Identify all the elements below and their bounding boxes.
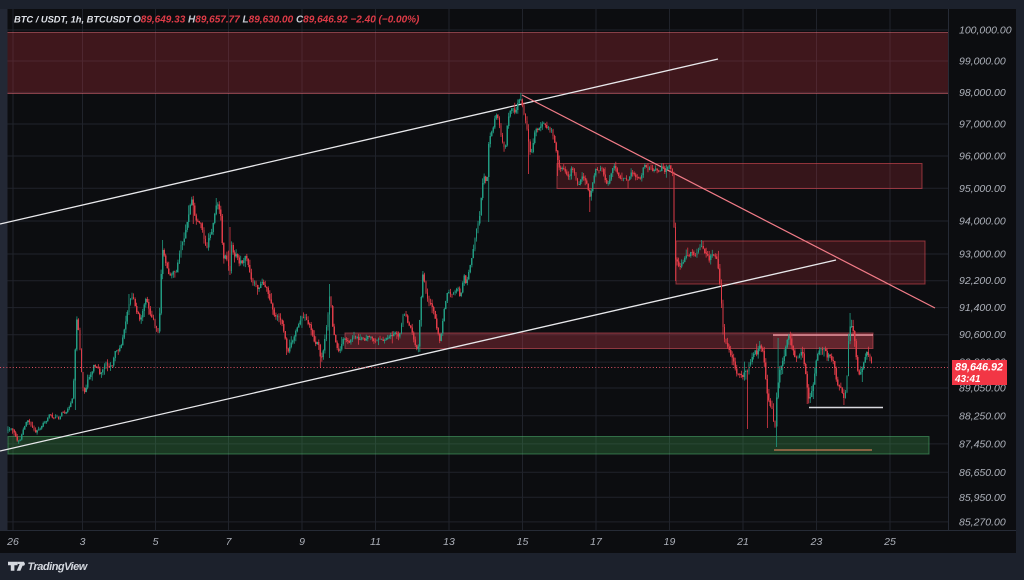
svg-text:23: 23	[810, 536, 823, 548]
svg-text:94,000.00: 94,000.00	[959, 216, 1006, 228]
svg-text:86,650.00: 86,650.00	[959, 467, 1006, 479]
svg-text:TradingView: TradingView	[28, 561, 89, 573]
svg-text:9: 9	[299, 536, 305, 548]
svg-text:96,000.00: 96,000.00	[959, 151, 1006, 163]
svg-text:BTC / USDT, 1h, BTCUSDT: BTC / USDT, 1h, BTCUSDT	[14, 15, 132, 25]
svg-text:88,250.00: 88,250.00	[959, 410, 1006, 422]
svg-text:92,200.00: 92,200.00	[959, 275, 1006, 287]
svg-text:25: 25	[883, 536, 896, 548]
svg-text:90,600.00: 90,600.00	[959, 329, 1006, 341]
svg-text:21: 21	[736, 536, 749, 548]
svg-text:89,646.92: 89,646.92	[955, 362, 1003, 374]
svg-text:3: 3	[80, 536, 86, 548]
svg-text:5: 5	[153, 536, 159, 548]
svg-text:17: 17	[590, 536, 603, 548]
svg-text:100,000.00: 100,000.00	[959, 25, 1012, 37]
svg-text:91,400.00: 91,400.00	[959, 302, 1006, 314]
svg-text:87,450.00: 87,450.00	[959, 438, 1006, 450]
svg-text:85,950.00: 85,950.00	[959, 492, 1006, 504]
svg-text:85,270.00: 85,270.00	[959, 516, 1006, 528]
svg-text:95,000.00: 95,000.00	[959, 183, 1006, 195]
svg-text:98,000.00: 98,000.00	[959, 87, 1006, 99]
svg-text:O89,649.33 H89,657.77 L89,630.: O89,649.33 H89,657.77 L89,630.00 C89,646…	[133, 15, 420, 26]
svg-text:19: 19	[664, 536, 676, 548]
svg-text:43:41: 43:41	[954, 374, 981, 385]
svg-text:99,000.00: 99,000.00	[959, 56, 1006, 68]
svg-text:7: 7	[226, 536, 233, 548]
svg-text:15: 15	[517, 536, 529, 548]
svg-text:89,050.00: 89,050.00	[959, 383, 1006, 395]
svg-text:97,000.00: 97,000.00	[959, 119, 1006, 131]
svg-text:93,000.00: 93,000.00	[959, 249, 1006, 261]
svg-text:26: 26	[6, 536, 19, 548]
svg-text:11: 11	[370, 536, 381, 548]
svg-text:13: 13	[443, 536, 455, 548]
